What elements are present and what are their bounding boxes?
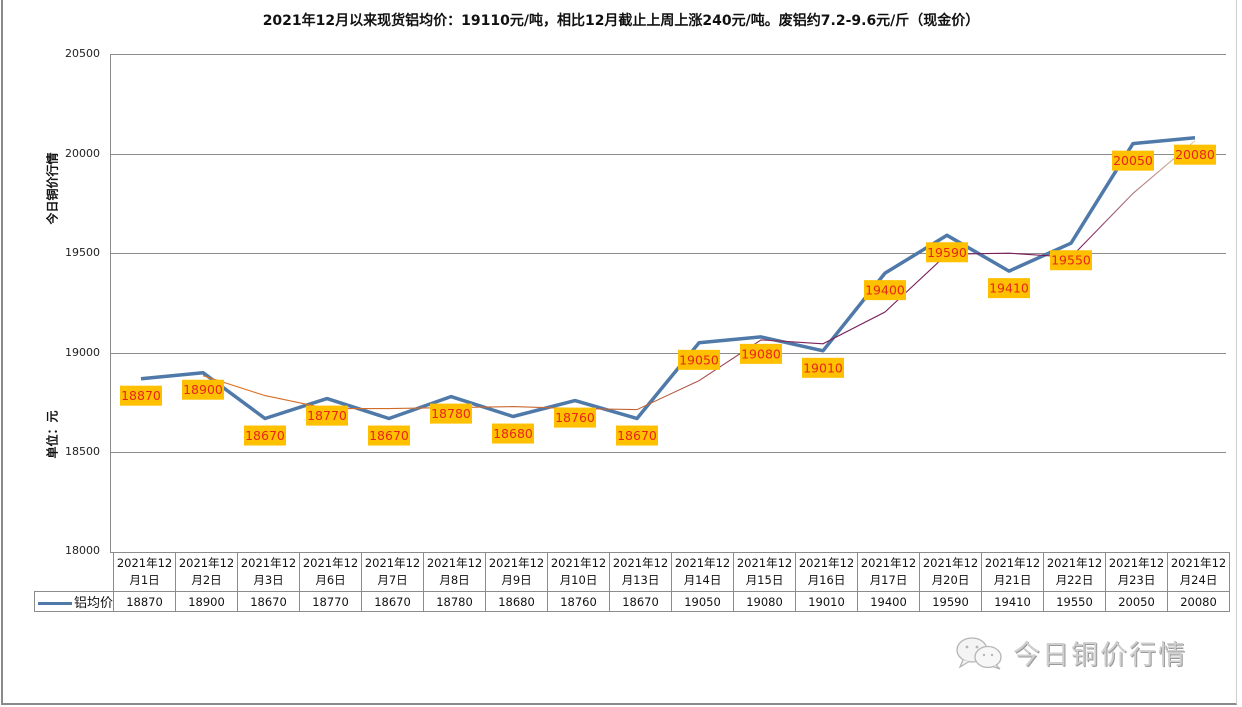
table-value-cell: 19010: [795, 591, 859, 612]
svg-text:18760: 18760: [555, 410, 595, 425]
table-value-cell: 20050: [1105, 591, 1169, 612]
svg-text:18670: 18670: [369, 428, 409, 443]
svg-text:19010: 19010: [803, 360, 843, 375]
svg-text:19050: 19050: [679, 352, 719, 367]
y-tick-18500: 18500: [65, 445, 100, 458]
svg-text:18770: 18770: [307, 408, 347, 423]
data-label: 18770: [306, 405, 348, 426]
data-labels: 18870 18900 18670 18770 18670 18780 18680 18760…: [120, 144, 1216, 446]
data-table-value-row: 铝均价 18870 18900 18670 18770 18670 18780 18680 1…: [33, 591, 1231, 612]
table-value-cell: 20080: [1167, 591, 1231, 612]
table-value-cell: 18770: [299, 591, 363, 612]
table-header-cell: 2021年12 月6日: [299, 552, 363, 592]
table-value-cell: 19410: [981, 591, 1045, 612]
table-value-cell: 18670: [361, 591, 425, 612]
data-label: 19590: [926, 242, 968, 263]
svg-text:19550: 19550: [1051, 253, 1091, 268]
data-label: 19050: [678, 349, 720, 370]
data-label: 18670: [368, 425, 410, 446]
table-value-cell: 19400: [857, 591, 921, 612]
table-header-cell: 2021年12 月20日: [919, 552, 983, 592]
legend-series-name: 铝均价: [74, 596, 114, 611]
table-value-cell: 18680: [485, 591, 549, 612]
data-label: 18780: [430, 403, 472, 424]
table-header-cell: 2021年12 月24日: [1167, 552, 1231, 592]
table-value-cell: 18900: [175, 591, 239, 612]
svg-text:19590: 19590: [927, 245, 967, 260]
trendline-moving-average: [202, 140, 1196, 411]
table-value-cell: 19590: [919, 591, 983, 612]
svg-text:19400: 19400: [865, 283, 905, 298]
data-label: 18900: [182, 379, 224, 400]
svg-text:19080: 19080: [741, 346, 781, 361]
data-label: 18670: [616, 425, 658, 446]
svg-text:19410: 19410: [989, 281, 1029, 296]
table-header-cell: 2021年12 月21日: [981, 552, 1045, 592]
wechat-icon: [956, 636, 1002, 670]
svg-text:20080: 20080: [1175, 147, 1215, 162]
data-label: 20050: [1112, 150, 1154, 171]
table-value-cell: 18670: [237, 591, 301, 612]
svg-text:20050: 20050: [1113, 153, 1153, 168]
table-value-cell: 18780: [423, 591, 487, 612]
data-label: 18670: [244, 425, 286, 446]
watermark-text: 今日铜价行情: [1013, 640, 1187, 671]
table-value-cell: 19050: [671, 591, 735, 612]
y-tick-19000: 19000: [65, 346, 100, 359]
table-header-cell: 2021年12 月9日: [485, 552, 549, 592]
svg-text:18670: 18670: [617, 428, 657, 443]
data-label: 19010: [802, 357, 844, 378]
table-header-cell: 2021年12 月23日: [1105, 552, 1169, 592]
data-label: 20080: [1174, 144, 1216, 165]
table-header-cell: 2021年12 月15日: [733, 552, 797, 592]
table-header-cell: 2021年12 月8日: [423, 552, 487, 592]
table-header-cell: 2021年12 月17日: [857, 552, 921, 592]
data-label: 19080: [740, 343, 782, 364]
data-table-corner: [34, 552, 115, 592]
y-tick-20500: 20500: [65, 47, 100, 60]
table-header-cell: 2021年12 月13日: [609, 552, 673, 592]
y-tick-20000: 20000: [65, 147, 100, 160]
data-label: 18760: [554, 407, 596, 428]
chart-title: 2021年12月以来现货铝均价：19110元/吨，相比12月截止上周上涨240元…: [262, 13, 980, 29]
table-header-cell: 2021年12 月14日: [671, 552, 735, 592]
line-swatch-icon: [38, 602, 72, 605]
legend-entry: 铝均价: [33, 591, 115, 612]
table-value-cell: 19550: [1043, 591, 1107, 612]
data-label: 19400: [864, 280, 906, 301]
gridlines: [110, 54, 1226, 553]
data-label: 19550: [1050, 250, 1092, 271]
table-value-cell: 19080: [733, 591, 797, 612]
svg-text:18870: 18870: [121, 388, 161, 403]
series-line-aluminum-avg: [140, 135, 1196, 421]
y-tick-19500: 19500: [65, 246, 100, 259]
svg-text:18680: 18680: [493, 426, 533, 441]
table-header-cell: 2021年12 月1日: [113, 552, 177, 592]
table-header-cell: 2021年12 月16日: [795, 552, 859, 592]
watermark: 今日铜价行情: [955, 633, 1187, 672]
svg-text:18900: 18900: [183, 382, 223, 397]
svg-text:18670: 18670: [245, 428, 285, 443]
svg-text:18780: 18780: [431, 406, 471, 421]
table-header-cell: 2021年12 月7日: [361, 552, 425, 592]
data-table: 2021年12 月1日 2021年12 月2日 2021年12 月3日 2021年12 月6日…: [33, 552, 1231, 612]
table-value-cell: 18870: [113, 591, 177, 612]
table-header-cell: 2021年12 月10日: [547, 552, 611, 592]
data-label: 18870: [120, 385, 162, 406]
data-table-header-row: 2021年12 月1日 2021年12 月2日 2021年12 月3日 2021年12 月6日…: [34, 552, 1231, 592]
table-header-cell: 2021年12 月22日: [1043, 552, 1107, 592]
table-header-cell: 2021年12 月2日: [175, 552, 239, 592]
table-header-cell: 2021年12 月3日: [237, 552, 301, 592]
table-value-cell: 18670: [609, 591, 673, 612]
data-label: 18680: [492, 423, 534, 444]
data-label: 19410: [988, 278, 1030, 299]
table-value-cell: 18760: [547, 591, 611, 612]
